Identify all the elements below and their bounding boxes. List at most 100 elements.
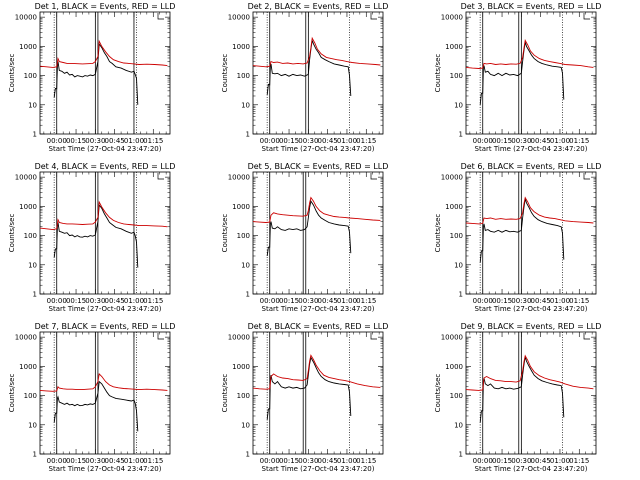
chart-panel-3: Det 3, BLACK = Events, RED = LLD 1 10 100 10… bbox=[434, 2, 601, 153]
plot-frame bbox=[465, 11, 597, 135]
x-tick-label: 01:15 bbox=[143, 457, 163, 465]
y-tick-label: 100 bbox=[24, 232, 37, 240]
x-tick-label: 00:15 bbox=[492, 457, 512, 465]
chart-title: Det 8, BLACK = Events, RED = LLD bbox=[248, 322, 389, 331]
chart-title: Det 3, BLACK = Events, RED = LLD bbox=[461, 2, 602, 11]
x-axis-label: Start Time (27-Oct-04 23:47:20) bbox=[475, 305, 588, 313]
y-tick-label: 100 bbox=[237, 392, 250, 400]
y-axis-label: Counts/sec bbox=[434, 214, 442, 253]
y-tick-label: 10000 bbox=[441, 174, 463, 182]
x-tick-label: 00:15 bbox=[279, 457, 299, 465]
x-tick-label: 00:15 bbox=[66, 457, 86, 465]
corner-bracket-mark bbox=[157, 333, 164, 340]
x-tick-label: 01:15 bbox=[143, 137, 163, 145]
series-line-lld bbox=[39, 200, 168, 231]
y-axis-label: Counts/sec bbox=[8, 54, 16, 93]
y-tick-label: 10 bbox=[454, 261, 463, 269]
x-tick-label: 00:00 bbox=[260, 457, 280, 465]
series-line-lld bbox=[39, 39, 168, 68]
x-tick-label: 01:00 bbox=[550, 137, 570, 145]
y-tick-label: 1 bbox=[246, 131, 250, 139]
plot-frame bbox=[252, 11, 384, 135]
series-line-lld bbox=[252, 354, 381, 390]
y-axis-label: Counts/sec bbox=[8, 214, 16, 253]
y-tick-label: 1 bbox=[33, 291, 37, 299]
chart-title: Det 2, BLACK = Events, RED = LLD bbox=[248, 2, 389, 11]
x-axis-label: Start Time (27-Oct-04 23:47:20) bbox=[475, 145, 588, 153]
x-tick-label: 00:45 bbox=[105, 457, 125, 465]
x-tick-label: 00:00 bbox=[47, 457, 67, 465]
x-tick-label: 01:00 bbox=[124, 297, 144, 305]
chart-title: Det 4, BLACK = Events, RED = LLD bbox=[35, 162, 176, 171]
series-line-lld bbox=[252, 36, 381, 68]
chart-panel-6: Det 6, BLACK = Events, RED = LLD 1 10 100 10… bbox=[434, 162, 601, 313]
corner-bracket-mark bbox=[157, 13, 164, 20]
corner-bracket-mark bbox=[583, 333, 590, 340]
y-tick-label: 10000 bbox=[228, 334, 250, 342]
x-tick-label: 00:45 bbox=[531, 297, 551, 305]
x-tick-label: 01:15 bbox=[569, 297, 589, 305]
x-tick-label: 00:30 bbox=[85, 137, 105, 145]
x-tick-label: 00:30 bbox=[511, 137, 531, 145]
y-axis-label: Counts/sec bbox=[434, 54, 442, 93]
y-tick-label: 1 bbox=[459, 131, 463, 139]
y-tick-label: 10 bbox=[28, 261, 37, 269]
chart-panel-9: Det 9, BLACK = Events, RED = LLD 1 10 100 10… bbox=[434, 322, 601, 473]
y-tick-label: 10 bbox=[28, 421, 37, 429]
corner-bracket-mark bbox=[370, 333, 377, 340]
y-tick-label: 10 bbox=[28, 101, 37, 109]
x-tick-label: 00:00 bbox=[473, 297, 493, 305]
y-tick-label: 10000 bbox=[15, 174, 37, 182]
x-tick-label: 00:30 bbox=[298, 457, 318, 465]
chart-panel-5: Det 5, BLACK = Events, RED = LLD 1 10 100 10… bbox=[221, 162, 388, 313]
x-axis-label: Start Time (27-Oct-04 23:47:20) bbox=[475, 465, 588, 473]
x-tick-label: 01:00 bbox=[337, 137, 357, 145]
series-line-events bbox=[53, 380, 139, 432]
y-tick-label: 100 bbox=[237, 232, 250, 240]
y-tick-label: 10000 bbox=[228, 174, 250, 182]
series-line-lld bbox=[465, 196, 594, 225]
y-tick-label: 1000 bbox=[19, 43, 37, 51]
chart-title: Det 9, BLACK = Events, RED = LLD bbox=[461, 322, 602, 331]
y-axis-label: Counts/sec bbox=[434, 374, 442, 413]
x-tick-label: 00:45 bbox=[318, 297, 338, 305]
x-axis-label: Start Time (27-Oct-04 23:47:20) bbox=[49, 465, 162, 473]
y-tick-label: 10 bbox=[241, 101, 250, 109]
corner-bracket-mark bbox=[370, 13, 377, 20]
x-tick-label: 01:00 bbox=[124, 137, 144, 145]
y-tick-label: 1000 bbox=[19, 363, 37, 371]
x-tick-label: 00:30 bbox=[511, 297, 531, 305]
series-line-events bbox=[266, 40, 352, 97]
series-line-lld bbox=[39, 372, 168, 392]
chart-title: Det 7, BLACK = Events, RED = LLD bbox=[35, 322, 176, 331]
plot-frame bbox=[252, 171, 384, 295]
plot-frame bbox=[465, 171, 597, 295]
y-tick-label: 1 bbox=[246, 451, 250, 459]
y-tick-label: 100 bbox=[450, 232, 463, 240]
x-axis-label: Start Time (27-Oct-04 23:47:20) bbox=[262, 465, 375, 473]
y-tick-label: 100 bbox=[237, 72, 250, 80]
corner-bracket-mark bbox=[370, 173, 377, 180]
chart-panel-1: Det 1, BLACK = Events, RED = LLD 1 10 100 10… bbox=[8, 2, 175, 153]
y-tick-label: 1 bbox=[33, 451, 37, 459]
y-tick-label: 10 bbox=[241, 421, 250, 429]
y-tick-label: 1000 bbox=[445, 203, 463, 211]
y-tick-label: 1000 bbox=[232, 203, 250, 211]
x-tick-label: 01:00 bbox=[550, 457, 570, 465]
y-tick-label: 10 bbox=[454, 101, 463, 109]
y-tick-label: 1 bbox=[459, 451, 463, 459]
x-tick-label: 00:45 bbox=[531, 137, 551, 145]
x-tick-label: 00:15 bbox=[492, 297, 512, 305]
series-line-events bbox=[479, 41, 565, 105]
x-tick-label: 01:15 bbox=[143, 297, 163, 305]
plot-frame bbox=[465, 331, 597, 455]
x-tick-label: 00:00 bbox=[47, 137, 67, 145]
y-tick-label: 100 bbox=[24, 72, 37, 80]
x-tick-label: 00:15 bbox=[279, 297, 299, 305]
series-line-lld bbox=[252, 196, 381, 223]
y-tick-label: 100 bbox=[24, 392, 37, 400]
chart-panel-8: Det 8, BLACK = Events, RED = LLD 1 10 100 10… bbox=[221, 322, 388, 473]
y-tick-label: 1000 bbox=[232, 363, 250, 371]
